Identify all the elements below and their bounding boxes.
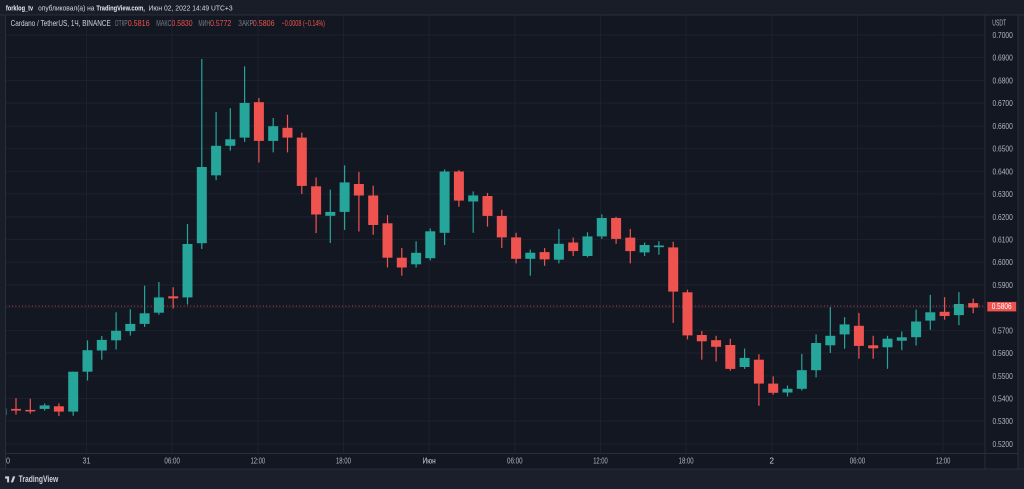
svg-text:0.6900: 0.6900 bbox=[993, 53, 1014, 63]
svg-text:06:00: 06:00 bbox=[850, 456, 866, 466]
svg-text:31: 31 bbox=[83, 456, 91, 466]
svg-text:0.5700: 0.5700 bbox=[993, 325, 1014, 335]
svg-text:ОТКР: ОТКР bbox=[115, 18, 128, 28]
svg-text:0.7000: 0.7000 bbox=[993, 30, 1014, 40]
svg-text:0.6000: 0.6000 bbox=[993, 257, 1014, 267]
svg-text:Июн: Июн bbox=[423, 456, 436, 466]
svg-text:ЗАКР: ЗАКР bbox=[238, 18, 253, 28]
svg-text:06:00: 06:00 bbox=[164, 456, 180, 466]
svg-text:0: 0 bbox=[6, 456, 10, 466]
svg-text:0.5300: 0.5300 bbox=[993, 416, 1014, 426]
svg-text:0.5806: 0.5806 bbox=[992, 302, 1012, 311]
svg-text:0.5600: 0.5600 bbox=[993, 348, 1014, 358]
svg-text:18:00: 18:00 bbox=[336, 456, 351, 466]
svg-text:0.6200: 0.6200 bbox=[993, 212, 1014, 222]
svg-text:0.6800: 0.6800 bbox=[993, 75, 1014, 85]
svg-text:−0.0008 (−0.14%): −0.0008 (−0.14%) bbox=[282, 18, 325, 28]
svg-text:0.6700: 0.6700 bbox=[993, 98, 1014, 108]
svg-text:12:00: 12:00 bbox=[936, 456, 951, 466]
svg-text:0.5806: 0.5806 bbox=[253, 18, 275, 28]
svg-text:12:00: 12:00 bbox=[251, 456, 266, 466]
svg-text:0.5900: 0.5900 bbox=[993, 280, 1014, 290]
svg-text:0.6300: 0.6300 bbox=[993, 189, 1014, 199]
svg-text:0.5816: 0.5816 bbox=[128, 18, 150, 28]
svg-text:0.5200: 0.5200 bbox=[993, 439, 1014, 449]
svg-text:06:00: 06:00 bbox=[507, 456, 523, 466]
svg-text:TradingView.com,: TradingView.com, bbox=[96, 4, 144, 13]
svg-text:0.6100: 0.6100 bbox=[993, 234, 1014, 244]
svg-text:USDT: USDT bbox=[992, 18, 1006, 28]
svg-text:опубликовал(а) на: опубликовал(а) на bbox=[38, 4, 94, 13]
svg-text:12:00: 12:00 bbox=[593, 456, 608, 466]
svg-text:0.5400: 0.5400 bbox=[993, 394, 1014, 404]
svg-text:forklog_tv: forklog_tv bbox=[6, 4, 33, 13]
svg-text:2: 2 bbox=[770, 456, 775, 466]
svg-text:Cardano / TetherUS, 1Ч, BINANC: Cardano / TetherUS, 1Ч, BINANCE bbox=[11, 18, 111, 28]
svg-text:0.5830: 0.5830 bbox=[172, 18, 193, 28]
svg-text:0.5500: 0.5500 bbox=[993, 371, 1014, 381]
svg-text:Июн 02, 2022 14:49 UTC+3: Июн 02, 2022 14:49 UTC+3 bbox=[149, 4, 233, 13]
svg-text:TradingView: TradingView bbox=[19, 474, 59, 484]
svg-text:МИН: МИН bbox=[198, 18, 210, 28]
svg-text:18:00: 18:00 bbox=[679, 456, 694, 466]
svg-text:0.5772: 0.5772 bbox=[210, 18, 231, 28]
svg-text:0.6500: 0.6500 bbox=[993, 144, 1014, 154]
svg-text:МАКС: МАКС bbox=[156, 18, 171, 28]
svg-text:0.6600: 0.6600 bbox=[993, 121, 1014, 131]
svg-text:0.6400: 0.6400 bbox=[993, 166, 1014, 176]
